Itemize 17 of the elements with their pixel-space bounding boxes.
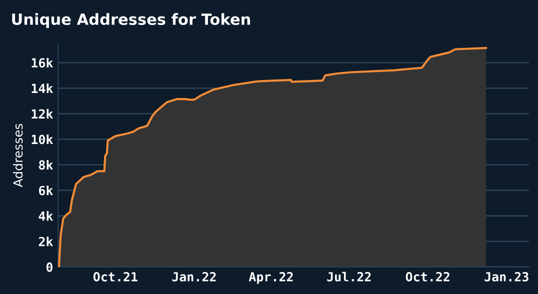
y-tick-label: 16k [32, 58, 54, 68]
y-tick-label: 10k [32, 134, 54, 144]
y-axis-title: Addresses [13, 124, 23, 188]
y-tick-label: 6k [38, 186, 54, 196]
y-tick-label: 0 [46, 262, 52, 272]
y-tick-label: 2k [38, 236, 54, 246]
x-tick-label: Jan.22 [172, 272, 216, 282]
x-tick-label: Oct.21 [93, 272, 138, 282]
y-tick-label: 12k [32, 108, 54, 118]
y-tick-label: 8k [38, 160, 54, 170]
y-tick-label: 14k [32, 83, 54, 93]
chart-title: Unique Addresses for Token [12, 13, 250, 28]
x-tick-label: Jul.22 [327, 272, 371, 282]
x-tick-label: Jan.23 [484, 272, 528, 282]
x-tick-label: Apr.22 [248, 272, 293, 284]
y-tick-label: 4k [38, 211, 54, 221]
x-tick-label: Oct.22 [406, 272, 450, 282]
